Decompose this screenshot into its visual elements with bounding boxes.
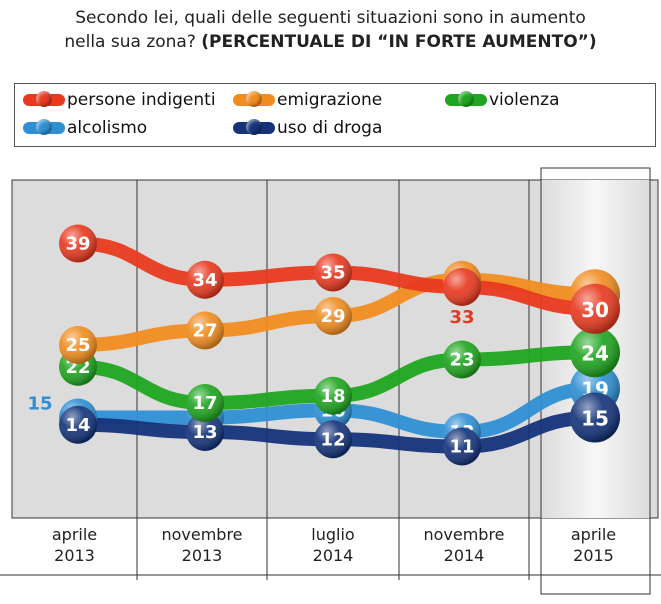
data-label: 12 bbox=[320, 429, 345, 450]
x-tick-label: novembre bbox=[423, 525, 504, 544]
data-label: 34 bbox=[192, 270, 217, 291]
x-tick-label: novembre bbox=[161, 525, 242, 544]
legend-swatch-uso-di-droga bbox=[233, 119, 275, 135]
data-label: 23 bbox=[449, 350, 474, 371]
data-label: 11 bbox=[449, 437, 474, 458]
legend-label: emigrazione bbox=[277, 90, 383, 110]
legend-swatch-alcolismo bbox=[23, 119, 65, 135]
title-line-1: Secondo lei, quali delle seguenti situaz… bbox=[75, 8, 586, 28]
marker-shine bbox=[314, 297, 352, 335]
marker-shine bbox=[570, 392, 620, 443]
marker-shine bbox=[59, 326, 97, 364]
marker-shine bbox=[314, 376, 352, 415]
x-tick-label: 2014 bbox=[313, 546, 354, 565]
x-tick-label: 2014 bbox=[444, 546, 485, 565]
data-label: 39 bbox=[65, 234, 90, 255]
data-label: 15 bbox=[581, 407, 609, 431]
title-line-2-prefix: nella sua zona? bbox=[64, 32, 202, 52]
marker-shine bbox=[186, 260, 224, 299]
legend: persone indigenti emigrazione violenza a… bbox=[14, 83, 656, 147]
legend-item-uso-di-droga: uso di droga bbox=[233, 118, 382, 138]
legend-item-persone-indigenti: persone indigenti bbox=[23, 90, 216, 110]
title-line-2: nella sua zona? (PERCENTUALE DI “IN FORT… bbox=[0, 30, 661, 54]
legend-label: uso di droga bbox=[277, 118, 383, 138]
series-markers: 1515161319141312111522171823242527293432… bbox=[27, 224, 620, 466]
marker-shine bbox=[59, 224, 97, 263]
legend-item-alcolismo: alcolismo bbox=[23, 118, 147, 138]
chart-title: Secondo lei, quali delle seguenti situaz… bbox=[0, 6, 661, 54]
marker-shine bbox=[314, 420, 352, 459]
data-label: 25 bbox=[65, 335, 90, 356]
legend-label: alcolismo bbox=[67, 118, 148, 138]
data-label: 14 bbox=[65, 415, 90, 436]
marker-shine bbox=[443, 268, 481, 306]
marker-shine bbox=[443, 427, 481, 466]
legend-label: persone indigenti bbox=[67, 90, 216, 110]
x-tick-label: 2013 bbox=[54, 546, 95, 565]
marker-shine bbox=[186, 413, 224, 451]
marker-shine bbox=[314, 253, 352, 292]
data-label: 30 bbox=[581, 298, 609, 322]
title-line-2-bold: (PERCENTUALE DI “IN FORTE AUMENTO”) bbox=[201, 32, 597, 52]
legend-swatch-persone-indigenti bbox=[23, 91, 65, 107]
legend-item-violenza: violenza bbox=[445, 90, 559, 110]
data-label: 13 bbox=[192, 422, 217, 443]
legend-label: violenza bbox=[489, 90, 560, 110]
x-tick-label: luglio bbox=[311, 525, 354, 544]
line-chart: 1515161319141312111522171823242527293432… bbox=[0, 167, 661, 595]
marker-shine bbox=[443, 340, 481, 379]
legend-swatch-emigrazione bbox=[233, 91, 275, 107]
legend-item-emigrazione: emigrazione bbox=[233, 90, 382, 110]
x-axis: aprile 2013 novembre 2013 luglio 2014 novembre… bbox=[52, 525, 616, 565]
data-label: 33 bbox=[449, 307, 474, 328]
data-label: 15 bbox=[27, 394, 52, 415]
x-tick-label: aprile bbox=[571, 525, 616, 544]
marker-shine bbox=[59, 405, 97, 444]
x-tick-label: 2013 bbox=[182, 546, 223, 565]
x-tick-label: aprile bbox=[52, 525, 97, 544]
data-label: 29 bbox=[320, 306, 345, 327]
highlight-frame bbox=[540, 167, 651, 595]
marker-shine bbox=[186, 311, 224, 350]
marker-shine bbox=[570, 283, 620, 334]
data-label: 27 bbox=[192, 321, 217, 342]
data-label: 35 bbox=[320, 263, 345, 284]
legend-swatch-violenza bbox=[445, 91, 487, 107]
marker-shine bbox=[570, 327, 620, 378]
x-tick-label: 2015 bbox=[573, 546, 614, 565]
marker-shine bbox=[186, 384, 224, 422]
data-label: 18 bbox=[320, 386, 345, 407]
data-label: 24 bbox=[581, 341, 609, 365]
data-label: 17 bbox=[192, 393, 217, 414]
